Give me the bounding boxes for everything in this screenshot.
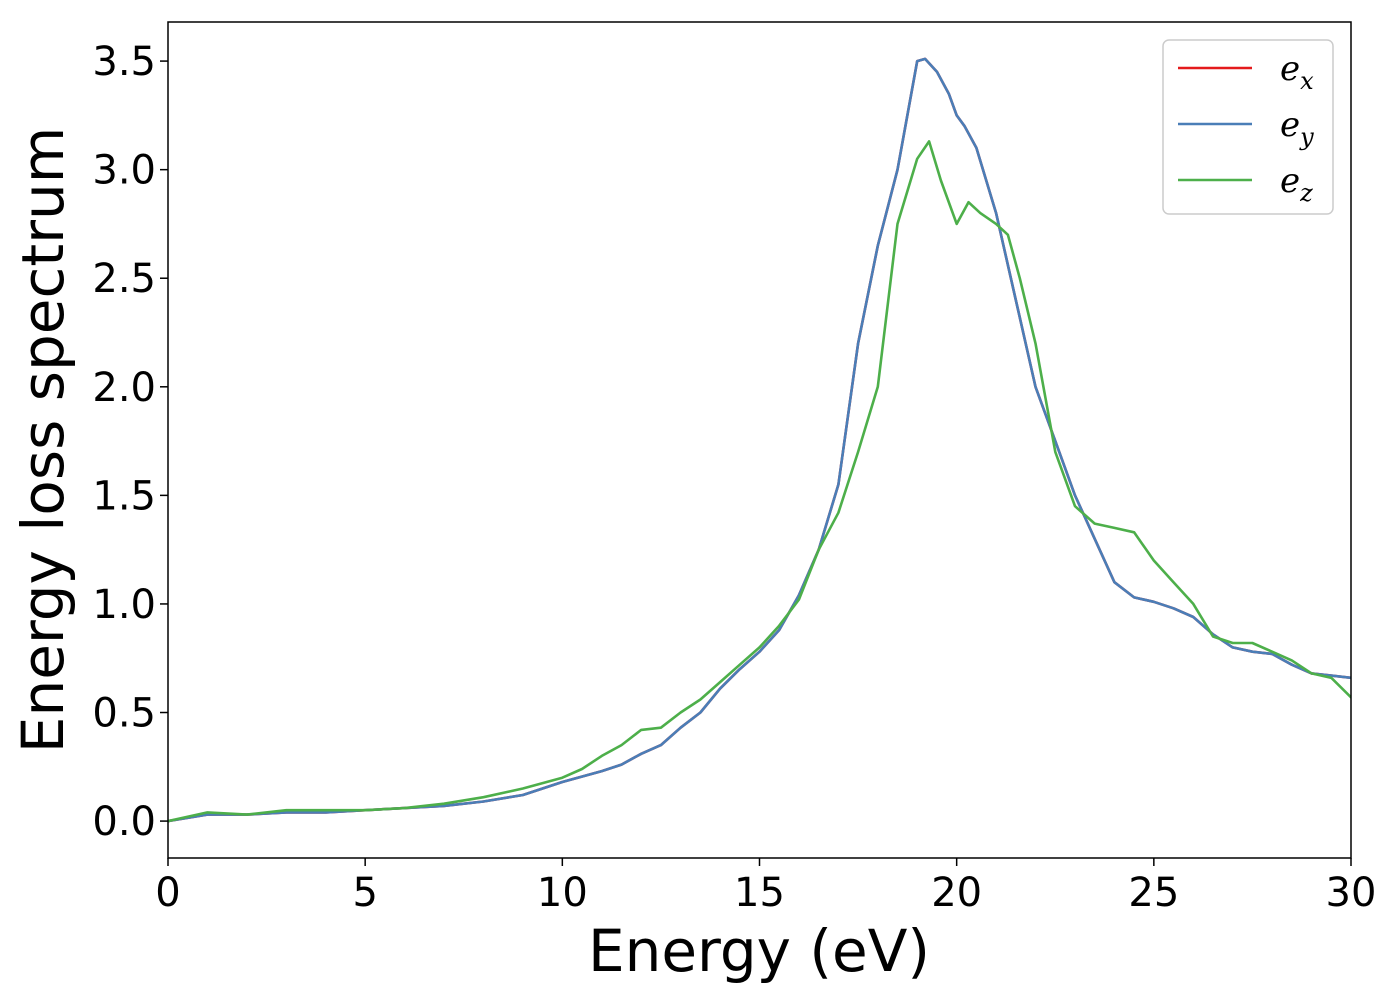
x-tick-label: 30: [1326, 870, 1377, 916]
series-line-z: [168, 140, 1351, 823]
legend-label-y: ey: [1280, 105, 1314, 151]
legend-label-sub: y: [1299, 123, 1314, 151]
x-tick-label: 15: [734, 870, 785, 916]
legend-label-base: e: [1280, 49, 1300, 89]
legend-label-sub: x: [1300, 67, 1314, 95]
y-tick-label: 3.5: [92, 39, 156, 85]
plot-marks: [168, 57, 1351, 823]
y-tick-label: 2.0: [92, 365, 156, 411]
y-axis-label: Energy loss spectrum: [9, 127, 77, 753]
y-tick-label: 2.5: [92, 256, 156, 302]
legend-label-x: ex: [1280, 49, 1314, 95]
y-axis: 0.0 0.5 1.0 1.5 2.0 2.5 3.0 3.5: [92, 39, 168, 845]
y-tick-label: 1.0: [92, 582, 156, 628]
x-tick-label: 10: [537, 870, 588, 916]
x-tick-label: 5: [352, 870, 377, 916]
y-tick-label: 3.0: [92, 148, 156, 194]
y-tick-label: 0.0: [92, 799, 156, 845]
y-tick-label: 1.5: [92, 473, 156, 519]
legend-label-base: e: [1280, 105, 1300, 145]
x-tick-label: 25: [1128, 870, 1179, 916]
y-tick-label: 0.5: [92, 691, 156, 737]
legend-label-z: ez: [1280, 161, 1313, 207]
legend-label-sub: z: [1299, 179, 1313, 207]
series-line-y: [168, 57, 1351, 823]
legend-box: [1162, 39, 1334, 215]
legend-label-base: e: [1280, 161, 1300, 201]
x-axis: 0 5 10 15 20 25 30: [155, 858, 1376, 916]
x-tick-label: 20: [931, 870, 982, 916]
x-axis-label: Energy (eV): [588, 917, 930, 985]
x-tick-label: 0: [155, 870, 180, 916]
